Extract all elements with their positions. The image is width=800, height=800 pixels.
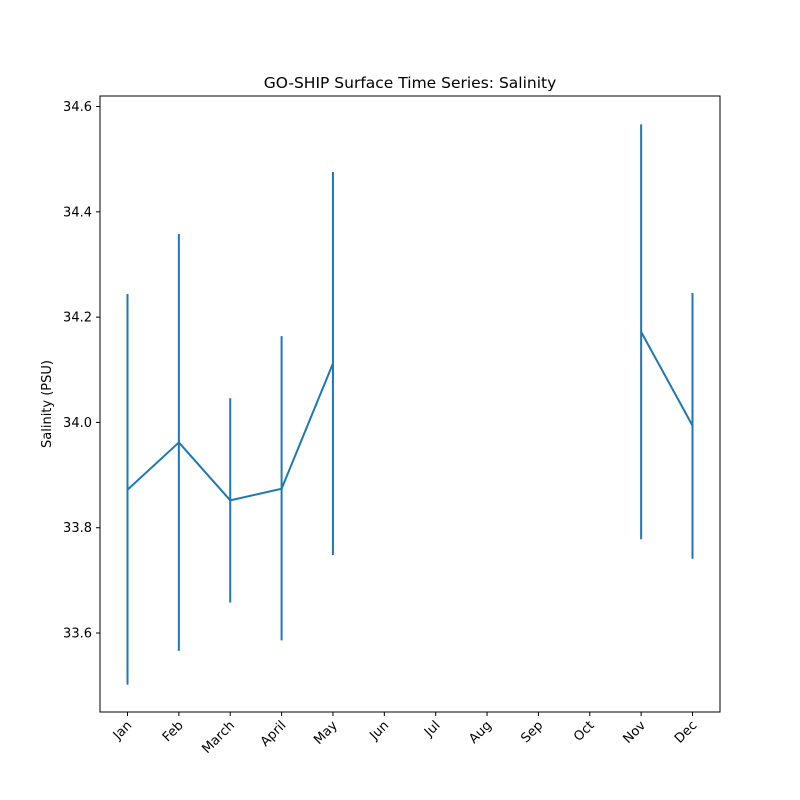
- y-axis-label: Salinity (PSU): [40, 360, 55, 448]
- series-line-segment: [126, 363, 334, 502]
- y-tick-label: 33.8: [63, 521, 92, 536]
- y-tick-label: 34.6: [63, 100, 92, 115]
- y-tick-label: 34.2: [63, 311, 92, 326]
- chart-title: GO-SHIP Surface Time Series: Salinity: [264, 74, 557, 92]
- series-lines: [126, 331, 694, 502]
- plot-frame: [99, 95, 721, 713]
- y-tick-label: 33.6: [63, 627, 92, 642]
- y-tick-label: 34.0: [63, 416, 92, 431]
- y-tick-label: 34.4: [63, 205, 92, 220]
- y-axis-ticks: 33.6 33.8 34.0 34.2 34.4 34.6: [63, 100, 100, 642]
- series-line-segment: [640, 331, 694, 427]
